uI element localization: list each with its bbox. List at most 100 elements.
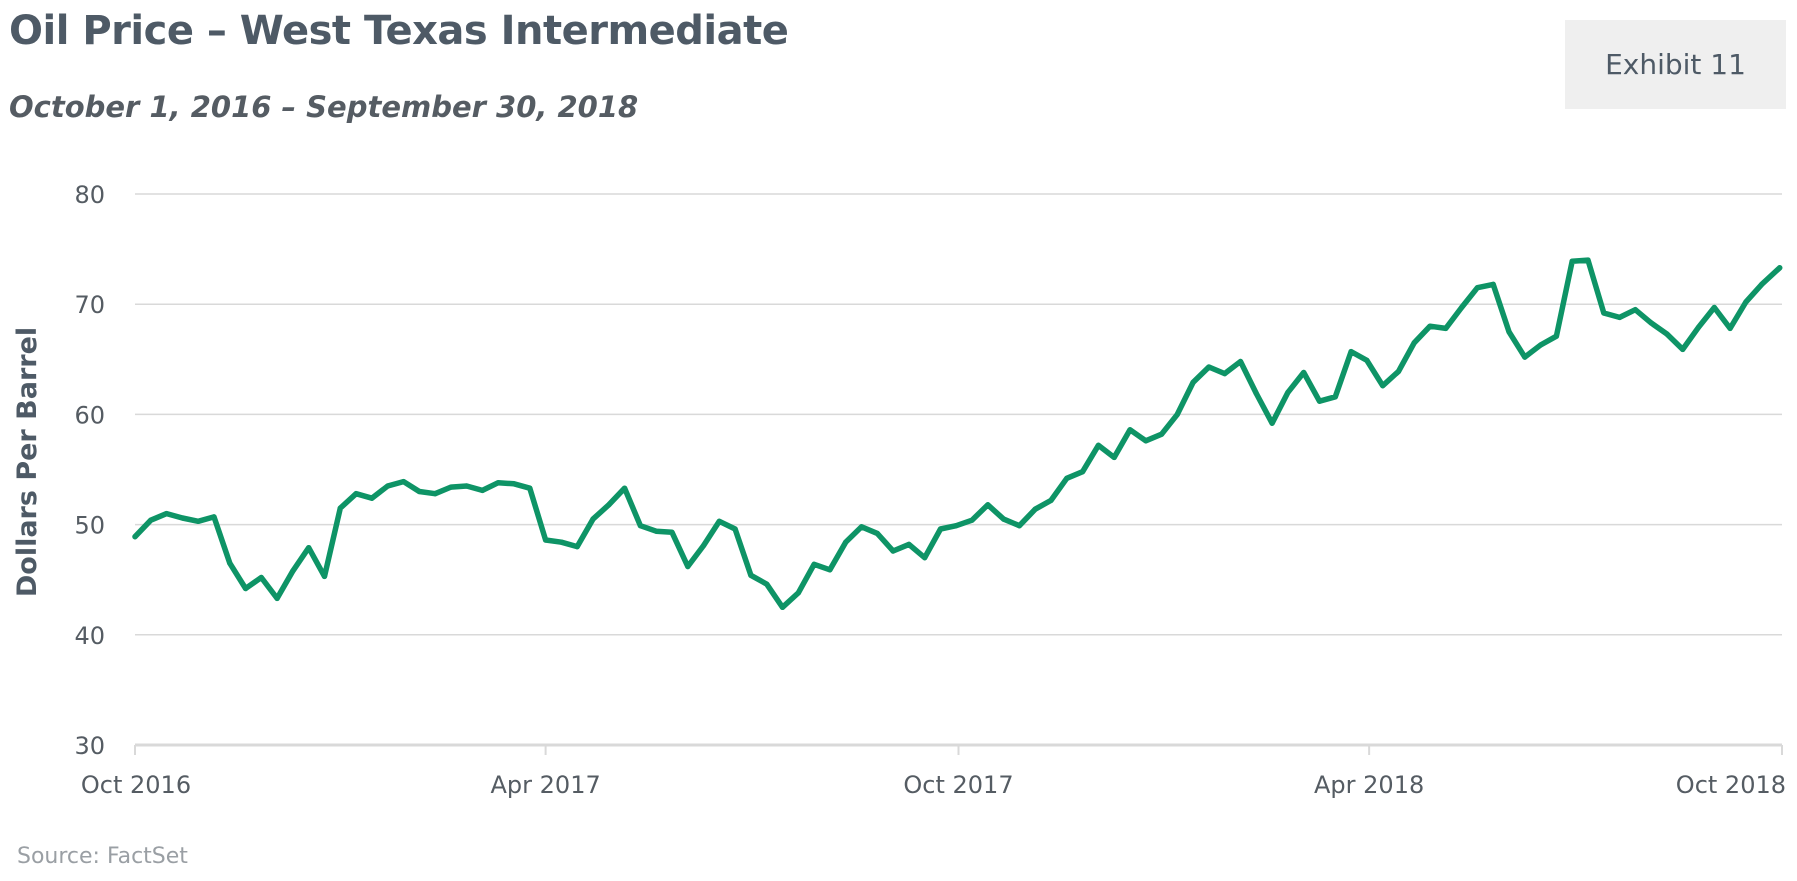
- data-point: [337, 505, 343, 511]
- data-point: [385, 483, 391, 489]
- series-line: [132, 257, 1783, 611]
- data-point: [1553, 333, 1559, 339]
- source-note: Source: FactSet: [17, 844, 188, 869]
- data-point: [890, 548, 896, 554]
- data-point: [1411, 340, 1417, 346]
- data-point: [306, 545, 312, 551]
- data-point: [432, 491, 438, 497]
- data-point: [701, 542, 707, 549]
- data-point: [1632, 307, 1638, 313]
- data-point: [179, 515, 185, 521]
- data-point: [1080, 469, 1086, 475]
- data-point: [321, 573, 328, 580]
- data-point: [1159, 431, 1165, 437]
- data-point: [653, 528, 659, 534]
- data-point: [132, 534, 138, 540]
- data-point: [1601, 310, 1607, 316]
- data-point: [1585, 257, 1591, 263]
- data-point: [574, 544, 580, 550]
- data-point: [779, 604, 786, 610]
- data-point: [1380, 383, 1386, 389]
- data-point: [1538, 342, 1544, 348]
- data-point: [1743, 299, 1749, 305]
- data-point: [906, 541, 912, 548]
- data-point: [464, 483, 470, 489]
- data-point: [1127, 427, 1133, 433]
- data-point: [1443, 325, 1449, 331]
- data-point: [1253, 390, 1259, 397]
- data-point: [1459, 304, 1465, 311]
- data-point: [1759, 281, 1765, 287]
- gridlines: [135, 193, 1782, 636]
- data-point: [1474, 285, 1480, 291]
- data-point: [148, 517, 154, 523]
- data-point: [1695, 324, 1702, 330]
- data-point: [1143, 438, 1149, 444]
- data-point: [1648, 320, 1654, 326]
- data-point: [1048, 497, 1054, 503]
- data-point: [369, 495, 375, 501]
- data-point: [448, 484, 454, 490]
- x-axis: [134, 743, 1783, 755]
- data-point: [1316, 398, 1323, 404]
- data-point: [858, 524, 865, 530]
- data-point: [479, 487, 485, 493]
- data-point: [953, 523, 959, 529]
- data-point: [827, 567, 833, 573]
- data-point: [1111, 454, 1117, 460]
- data-point: [1095, 442, 1101, 448]
- data-point: [274, 595, 280, 602]
- y-tick-label: 50: [74, 512, 105, 540]
- data-point: [748, 572, 754, 578]
- data-point: [1285, 389, 1291, 395]
- data-point: [1711, 304, 1717, 311]
- data-point: [1174, 411, 1180, 417]
- data-point: [527, 485, 533, 491]
- data-point: [606, 502, 612, 508]
- data-point: [637, 523, 644, 529]
- data-point: [1506, 329, 1512, 335]
- data-point: [764, 581, 770, 587]
- data-point: [1522, 354, 1528, 360]
- data-point: [795, 590, 801, 596]
- data-point: [558, 539, 565, 545]
- data-point: [1727, 325, 1733, 331]
- y-axis-label: Dollars Per Barrel: [12, 327, 43, 597]
- data-point: [1364, 357, 1370, 363]
- data-point: [400, 479, 407, 485]
- data-point: [1237, 358, 1244, 365]
- y-tick-label: 60: [74, 401, 105, 429]
- data-point: [1001, 516, 1007, 522]
- y-tick-label: 70: [74, 291, 105, 319]
- data-point: [669, 529, 675, 535]
- data-point: [716, 518, 722, 524]
- data-point: [1064, 475, 1070, 481]
- chart-subtitle: October 1, 2016 – September 30, 2018: [9, 90, 639, 124]
- data-point: [685, 563, 691, 570]
- x-tick-label: Apr 2018: [1314, 771, 1424, 799]
- data-point: [622, 485, 628, 491]
- series-layer: [132, 257, 1783, 611]
- data-point: [511, 481, 517, 487]
- exhibit-label: Exhibit 11: [1605, 48, 1746, 81]
- chart-title: Oil Price – West Texas Intermediate: [9, 8, 789, 54]
- y-tick-label: 30: [74, 732, 105, 760]
- data-point: [1332, 394, 1338, 400]
- data-point: [1016, 523, 1023, 529]
- x-tick-label: Oct 2016: [81, 771, 191, 799]
- x-tick-label: Apr 2017: [491, 771, 601, 799]
- data-point: [969, 517, 975, 523]
- data-point: [1427, 323, 1433, 329]
- y-tick-label: 80: [74, 181, 105, 209]
- data-point: [922, 555, 928, 561]
- data-point: [353, 491, 359, 497]
- data-point: [843, 539, 849, 545]
- data-point: [590, 516, 596, 522]
- x-tick-label: Oct 2017: [903, 771, 1013, 799]
- data-point: [1395, 368, 1402, 374]
- data-point: [258, 574, 264, 581]
- data-point: [1348, 349, 1354, 355]
- x-tick-labels: Oct 2016 Apr 2017 Oct 2017 Apr 2018 Oct 2018: [81, 771, 1786, 799]
- data-point: [211, 514, 217, 520]
